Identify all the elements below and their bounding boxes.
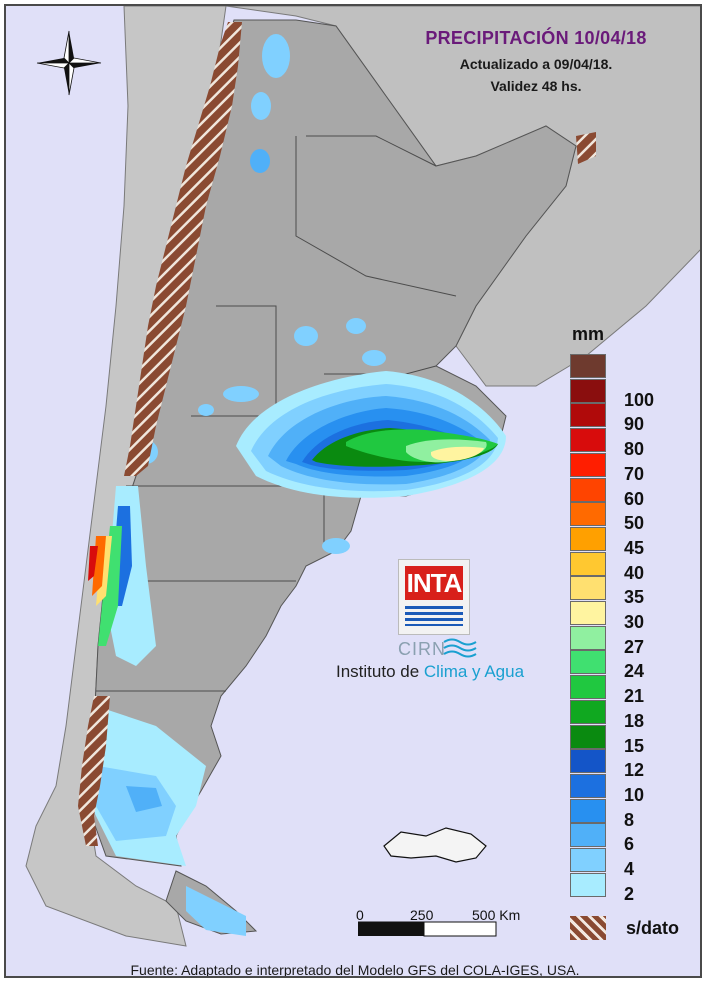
precip-south [91,706,246,936]
legend-swatch [570,823,606,848]
legend-label: 6 [624,834,635,855]
compass-rose-icon [36,30,102,96]
legend-swatch [570,551,606,576]
legend-swatch [570,872,606,897]
precip-buenos-aires [236,371,506,498]
institute-name: Instituto de Clima y Agua [336,662,524,682]
legend-swatch [570,526,606,551]
legend-label: 30 [624,612,645,632]
legend-label: 2 [624,883,635,904]
precip-chile-coast [88,486,156,666]
cirn-wordmark: CIRN [398,639,446,659]
legend-swatch [570,798,606,823]
legend-swatch [570,601,606,625]
legend-swatch [570,477,606,502]
legend-label: 27 [624,636,645,657]
legend-label: 45 [624,537,645,558]
legend-label: 70 [624,463,645,484]
legend-label: 15 [624,735,645,756]
legend-label: 50 [624,513,645,534]
legend-label: 80 [624,439,645,460]
legend-swatch [570,576,606,601]
legend-swatch [570,625,606,650]
nodata-patagonia [78,696,110,846]
legend-label: 10 [624,784,645,805]
legend-swatch [570,428,606,453]
scale-label-250: 250 [410,907,434,923]
nodata-andes [124,22,242,476]
map-frame: PRECIPITACIÓN 10/04/18 Actualizado a 09/… [4,4,702,978]
legend-swatch [570,724,606,749]
legend-swatch [570,354,606,378]
legend-label: 40 [624,562,645,583]
legend-label: 100 [624,389,655,410]
legend-swatch [570,749,606,774]
malvinas-islands [383,827,487,863]
scale-bar [358,921,497,937]
inta-wordmark: INTA [405,566,463,600]
legend-label: 12 [624,760,645,781]
legend-swatch [570,378,606,403]
source-footer: Fuente: Adaptado e interpretado del Mode… [130,962,580,978]
scale-label-0: 0 [356,907,364,923]
legend-label: 90 [624,414,645,435]
legend-swatch [570,848,606,872]
scale-label-500: 500 Km [472,907,521,923]
inta-logo: INTA [398,559,470,635]
legend-label: 21 [624,686,645,707]
validity: Validez 48 hs. [490,78,582,94]
legend-unit: mm [572,324,605,344]
institute-highlight: Clima y Agua [423,662,525,681]
legend-label: 8 [624,809,635,830]
legend-swatch [570,773,606,798]
map-title: PRECIPITACIÓN 10/04/18 [425,28,647,48]
legend-swatch [570,675,606,700]
waves-icon [443,638,477,658]
legend-swatch [570,502,606,527]
legend-label: 60 [624,488,645,509]
legend-swatch [570,699,606,724]
precipitation-map [25,6,700,947]
nodata-swatch [570,916,606,940]
legend-swatch [570,403,606,428]
nodata-label: s/dato [626,918,680,938]
legend-swatch [570,452,606,477]
legend-label: 4 [624,859,635,879]
legend-label: 24 [624,661,645,682]
inta-stripes [405,606,463,626]
legend-label: 18 [624,710,645,731]
province-borders [96,135,457,692]
institute-prefix: Instituto de [336,662,424,681]
update-date: Actualizado a 09/04/18. [459,56,613,72]
legend-swatch [570,650,606,675]
legend-label: 35 [624,587,645,608]
nodata-top-right [576,132,596,164]
